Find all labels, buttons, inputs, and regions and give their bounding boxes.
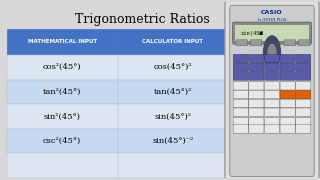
FancyBboxPatch shape xyxy=(280,82,295,90)
FancyBboxPatch shape xyxy=(280,72,295,80)
FancyBboxPatch shape xyxy=(249,108,264,116)
FancyBboxPatch shape xyxy=(249,125,264,133)
FancyBboxPatch shape xyxy=(280,108,295,116)
FancyBboxPatch shape xyxy=(230,5,314,176)
Bar xyxy=(7,29,117,55)
FancyBboxPatch shape xyxy=(233,118,248,126)
Text: CASIO: CASIO xyxy=(261,10,283,15)
FancyBboxPatch shape xyxy=(264,63,280,71)
Text: sin(45°)²: sin(45°)² xyxy=(154,112,191,120)
FancyBboxPatch shape xyxy=(298,40,310,46)
FancyBboxPatch shape xyxy=(296,63,311,71)
FancyBboxPatch shape xyxy=(225,0,319,180)
FancyBboxPatch shape xyxy=(280,63,295,71)
FancyBboxPatch shape xyxy=(264,118,280,126)
FancyBboxPatch shape xyxy=(280,99,295,108)
Bar xyxy=(7,55,117,80)
Text: fx-991ES PLUS: fx-991ES PLUS xyxy=(258,18,286,22)
FancyBboxPatch shape xyxy=(296,90,311,99)
FancyBboxPatch shape xyxy=(249,99,264,108)
Bar xyxy=(117,104,228,129)
Text: cos(45°)²: cos(45°)² xyxy=(154,63,192,71)
Circle shape xyxy=(268,44,276,60)
Text: MATHEMATICAL INPUT: MATHEMATICAL INPUT xyxy=(28,39,97,44)
Bar xyxy=(117,29,228,55)
FancyBboxPatch shape xyxy=(233,99,248,108)
FancyBboxPatch shape xyxy=(233,72,248,80)
Text: sin(45■: sin(45■ xyxy=(240,31,263,36)
Text: CALCULATOR INPUT: CALCULATOR INPUT xyxy=(142,39,203,44)
FancyBboxPatch shape xyxy=(233,125,248,133)
Text: cos²(45°): cos²(45°) xyxy=(43,63,82,71)
Text: tan²(45°): tan²(45°) xyxy=(43,88,81,96)
Bar xyxy=(117,129,228,153)
FancyBboxPatch shape xyxy=(264,72,280,80)
FancyBboxPatch shape xyxy=(296,108,311,116)
Bar xyxy=(7,80,117,104)
FancyBboxPatch shape xyxy=(249,63,264,71)
FancyBboxPatch shape xyxy=(280,90,295,99)
FancyBboxPatch shape xyxy=(233,63,248,71)
FancyBboxPatch shape xyxy=(296,82,311,90)
FancyBboxPatch shape xyxy=(233,108,248,116)
FancyBboxPatch shape xyxy=(236,40,248,46)
FancyBboxPatch shape xyxy=(264,54,280,63)
FancyBboxPatch shape xyxy=(264,82,280,90)
FancyBboxPatch shape xyxy=(249,54,264,63)
Text: Trigonometric Ratios: Trigonometric Ratios xyxy=(76,13,210,26)
FancyBboxPatch shape xyxy=(233,22,311,44)
Text: tan(45°)²: tan(45°)² xyxy=(154,88,192,96)
FancyBboxPatch shape xyxy=(280,125,295,133)
FancyBboxPatch shape xyxy=(296,118,311,126)
FancyBboxPatch shape xyxy=(249,82,264,90)
FancyBboxPatch shape xyxy=(264,90,280,99)
Bar xyxy=(7,129,117,153)
Bar xyxy=(117,153,228,178)
Text: csc²(45°): csc²(45°) xyxy=(43,137,81,145)
FancyBboxPatch shape xyxy=(296,54,311,63)
FancyBboxPatch shape xyxy=(249,72,264,80)
FancyBboxPatch shape xyxy=(249,118,264,126)
FancyBboxPatch shape xyxy=(264,125,280,133)
Bar xyxy=(117,80,228,104)
FancyBboxPatch shape xyxy=(296,72,311,80)
FancyBboxPatch shape xyxy=(251,40,262,46)
Bar xyxy=(117,55,228,80)
FancyBboxPatch shape xyxy=(249,90,264,99)
FancyBboxPatch shape xyxy=(280,118,295,126)
FancyBboxPatch shape xyxy=(233,54,248,63)
FancyBboxPatch shape xyxy=(233,82,248,90)
FancyBboxPatch shape xyxy=(233,90,248,99)
FancyBboxPatch shape xyxy=(296,125,311,133)
Bar xyxy=(7,153,117,178)
Text: sin(45°)⁻²: sin(45°)⁻² xyxy=(152,137,194,145)
Bar xyxy=(7,104,117,129)
FancyBboxPatch shape xyxy=(235,25,309,42)
FancyBboxPatch shape xyxy=(296,99,311,108)
FancyBboxPatch shape xyxy=(264,108,280,116)
FancyBboxPatch shape xyxy=(280,54,295,63)
FancyBboxPatch shape xyxy=(264,99,280,108)
Text: sin²(45°): sin²(45°) xyxy=(44,112,81,120)
Circle shape xyxy=(263,35,281,69)
FancyBboxPatch shape xyxy=(284,40,296,46)
